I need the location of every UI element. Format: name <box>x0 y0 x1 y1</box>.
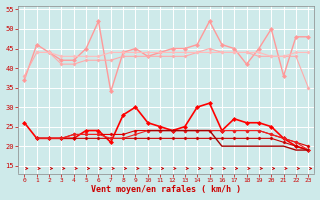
X-axis label: Vent moyen/en rafales ( km/h ): Vent moyen/en rafales ( km/h ) <box>91 185 241 194</box>
